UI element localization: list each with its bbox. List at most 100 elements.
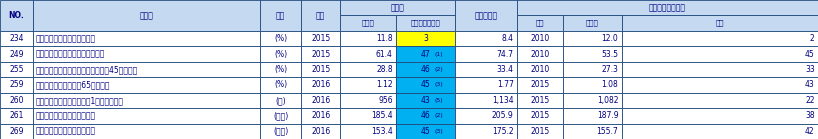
Text: 2016: 2016: [311, 127, 330, 136]
Bar: [622, 46, 818, 62]
Bar: [563, 77, 622, 93]
Text: 2016: 2016: [311, 111, 330, 120]
Text: 61.4: 61.4: [375, 50, 393, 59]
Bar: [301, 46, 340, 62]
Text: 3: 3: [423, 34, 428, 43]
Text: NO.: NO.: [8, 11, 25, 20]
Text: (%): (%): [274, 50, 287, 59]
Text: 249: 249: [9, 50, 24, 59]
Bar: [260, 62, 301, 77]
Text: 11.8: 11.8: [376, 34, 393, 43]
Bar: [455, 0, 517, 31]
Bar: [622, 15, 818, 31]
Bar: [260, 46, 301, 62]
Bar: [0, 77, 33, 93]
Text: 順位: 順位: [716, 20, 724, 26]
Text: (千円): (千円): [273, 127, 288, 136]
Text: 指標値: 指標値: [586, 20, 599, 26]
Text: 261: 261: [9, 111, 24, 120]
Bar: [517, 15, 563, 31]
Text: 2015: 2015: [311, 34, 330, 43]
Bar: [622, 93, 818, 108]
Text: 高齢一般労働者割合［65歳以上］: 高齢一般労働者割合［65歳以上］: [35, 80, 110, 89]
Bar: [455, 108, 517, 124]
Text: 鳥取県: 鳥取県: [391, 3, 404, 12]
Bar: [301, 31, 340, 46]
Text: 年度: 年度: [316, 11, 326, 20]
Text: 45: 45: [420, 80, 430, 89]
Text: (2): (2): [434, 113, 443, 118]
Text: 53.5: 53.5: [601, 50, 618, 59]
Text: 大学新規卒業者初任給［男］: 大学新規卒業者初任給［男］: [35, 111, 96, 120]
Bar: [517, 124, 563, 139]
Text: 参考値（鳥取県）: 参考値（鳥取県）: [649, 3, 686, 12]
Text: 185.4: 185.4: [371, 111, 393, 120]
Bar: [0, 0, 33, 31]
Text: 単位: 単位: [276, 11, 285, 20]
Text: (%): (%): [274, 80, 287, 89]
Bar: [340, 108, 396, 124]
Bar: [340, 62, 396, 77]
Bar: [563, 108, 622, 124]
Bar: [340, 124, 396, 139]
Bar: [0, 93, 33, 108]
Text: 1.77: 1.77: [497, 80, 514, 89]
Text: 42: 42: [805, 127, 815, 136]
Bar: [340, 15, 396, 31]
Bar: [33, 124, 260, 139]
Bar: [563, 62, 622, 77]
Bar: [396, 108, 455, 124]
Text: 就職者に占める中高年齢者の比率［45歳以上］: 就職者に占める中高年齢者の比率［45歳以上］: [35, 65, 137, 74]
Text: 22: 22: [805, 96, 815, 105]
Text: 年度: 年度: [536, 20, 544, 26]
Bar: [517, 31, 563, 46]
Bar: [563, 124, 622, 139]
Text: (千円): (千円): [273, 111, 288, 120]
Text: 175.2: 175.2: [492, 127, 514, 136]
Bar: [622, 62, 818, 77]
Text: 260: 260: [9, 96, 24, 105]
Text: (%): (%): [274, 34, 287, 43]
Bar: [260, 31, 301, 46]
Text: 2015: 2015: [530, 96, 550, 105]
Text: 46: 46: [420, 65, 430, 74]
Bar: [33, 93, 260, 108]
Bar: [455, 77, 517, 93]
Bar: [0, 62, 33, 77]
Bar: [340, 31, 396, 46]
Text: (3): (3): [434, 129, 443, 134]
Text: 順位（下から）: 順位（下から）: [411, 20, 440, 26]
Bar: [33, 0, 260, 31]
Bar: [622, 31, 818, 46]
Bar: [517, 93, 563, 108]
Text: 12.0: 12.0: [602, 34, 618, 43]
Text: 2016: 2016: [311, 80, 330, 89]
Bar: [563, 93, 622, 108]
Bar: [0, 31, 33, 46]
Bar: [517, 46, 563, 62]
Text: 項目名: 項目名: [140, 11, 153, 20]
Bar: [396, 93, 455, 108]
Text: 1,134: 1,134: [492, 96, 514, 105]
Text: 全国指標値: 全国指標値: [474, 11, 497, 20]
Text: 38: 38: [805, 111, 815, 120]
Bar: [455, 31, 517, 46]
Bar: [563, 31, 622, 46]
Bar: [0, 46, 33, 62]
Text: 2016: 2016: [311, 96, 330, 105]
Bar: [260, 77, 301, 93]
Bar: [260, 108, 301, 124]
Text: (3): (3): [434, 82, 443, 87]
Text: 2015: 2015: [530, 127, 550, 136]
Bar: [517, 77, 563, 93]
Bar: [340, 46, 396, 62]
Bar: [455, 124, 517, 139]
Text: 8.4: 8.4: [501, 34, 514, 43]
Text: パートタイム就職率［常用］: パートタイム就職率［常用］: [35, 34, 96, 43]
Text: 短大新規卒業者初任給［女］: 短大新規卒業者初任給［女］: [35, 127, 96, 136]
Bar: [301, 124, 340, 139]
Text: 259: 259: [9, 80, 24, 89]
Bar: [563, 46, 622, 62]
Text: (%): (%): [274, 65, 287, 74]
Text: 指標値: 指標値: [362, 20, 375, 26]
